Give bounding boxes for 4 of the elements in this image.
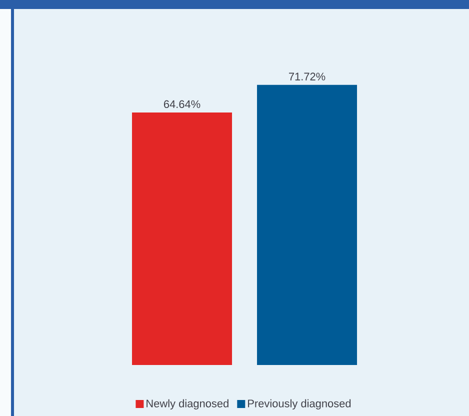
data-label: 71.72%: [288, 72, 326, 80]
legend-label: Previously diagnosed: [248, 399, 351, 410]
legend-label: Newly diagnosed: [146, 399, 228, 410]
data-label: 64.64%: [164, 100, 200, 108]
